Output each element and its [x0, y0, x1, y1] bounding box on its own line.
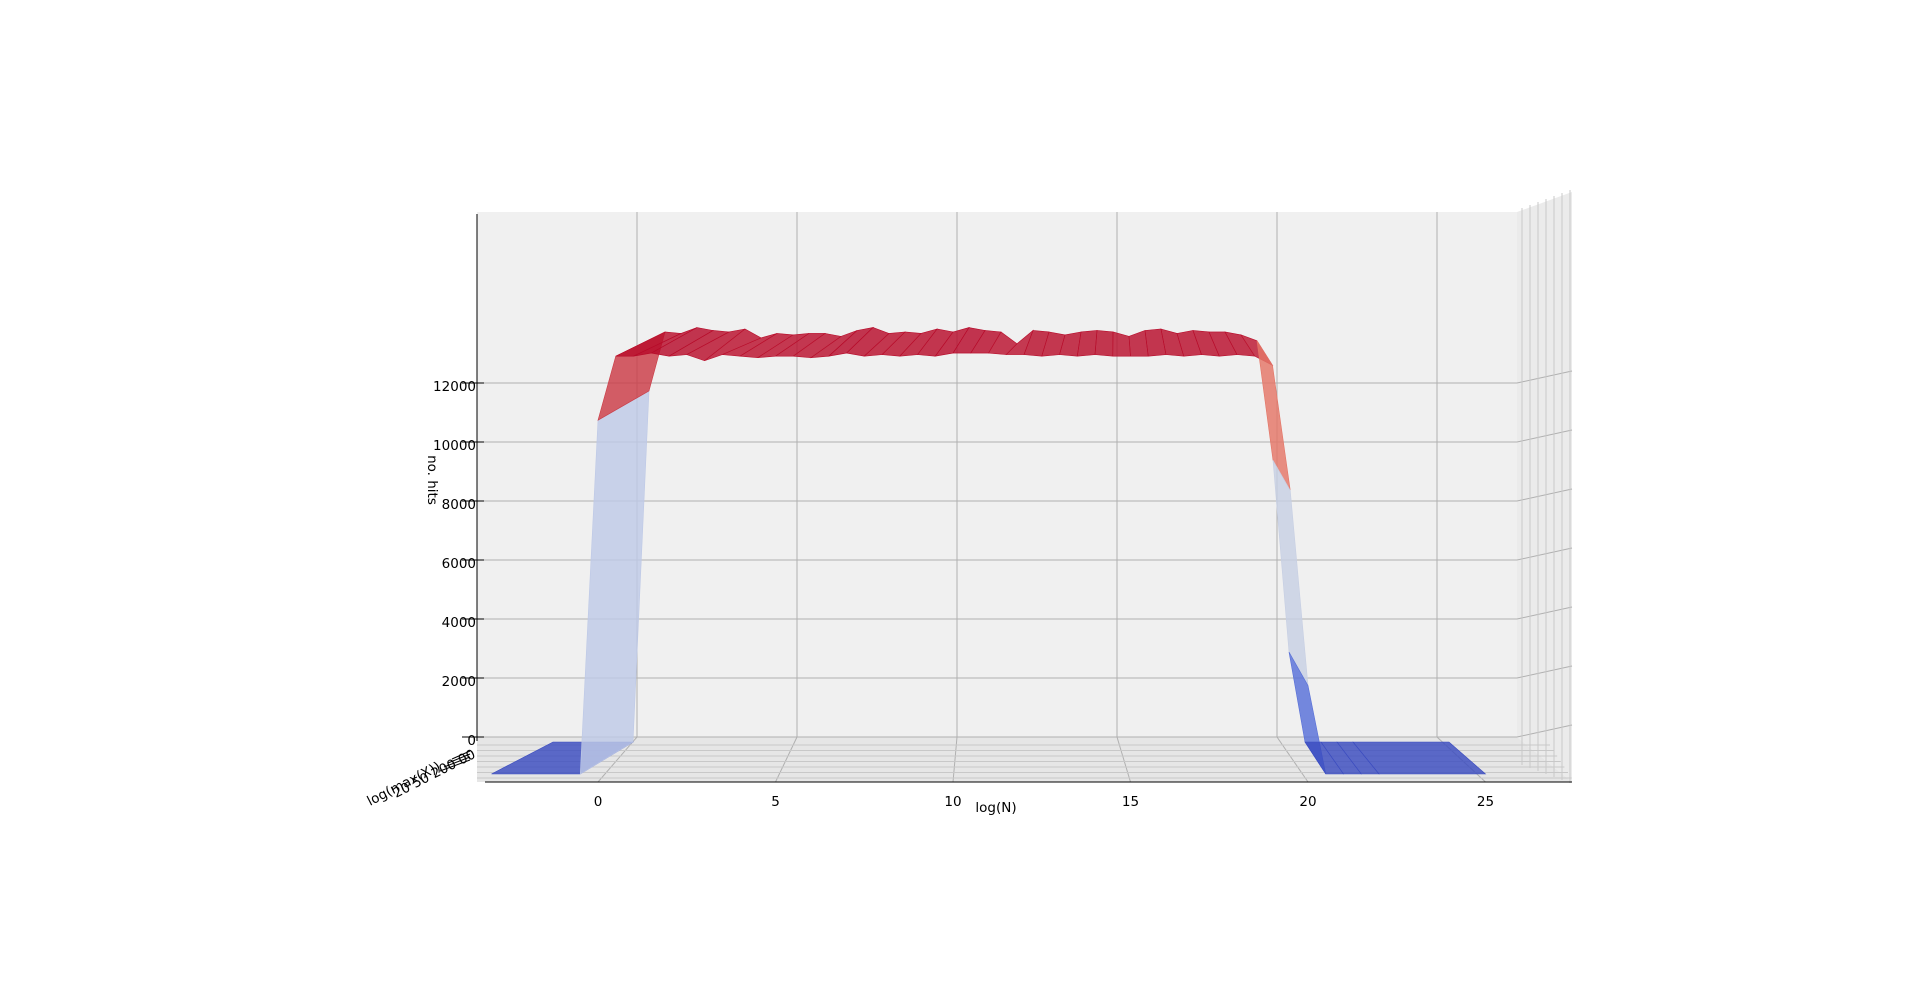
z-gridline-side [1516, 665, 1573, 679]
z-tick-label: 4000 [442, 615, 476, 631]
x-axis-ticks: 0 5 10 15 20 25 [594, 794, 1494, 810]
x-axis-title: log(N) [975, 800, 1016, 816]
floor-pane [477, 737, 1572, 782]
side-pane [1517, 192, 1572, 782]
x-tick-label: 15 [1122, 794, 1139, 810]
axes-panes [477, 192, 1572, 782]
z-gridline-side [1516, 370, 1573, 384]
surface [491, 327, 1487, 775]
y-axis-tick [443, 756, 471, 768]
axes-lines [439, 214, 1572, 783]
x-tick-label: 10 [944, 794, 961, 810]
y-axis-tick [447, 753, 471, 764]
x-tick-label: 0 [594, 794, 603, 810]
x-tick-label: 20 [1299, 794, 1316, 810]
z-tick-label: 10000 [433, 438, 476, 454]
z-tick-label: 6000 [442, 556, 476, 572]
y-axis-tick [451, 750, 471, 760]
z-tick-label: 8000 [442, 497, 476, 513]
z-tick-label: 2000 [442, 674, 476, 690]
surface-facet [1352, 741, 1487, 775]
z-gridline-side [1516, 724, 1573, 738]
z-tick-label: 12000 [433, 379, 476, 395]
x-tick-label: 5 [771, 794, 780, 810]
back-pane [477, 212, 1517, 737]
surface-facet [1094, 330, 1114, 357]
z-tick-label: 0 [467, 733, 476, 749]
z-gridline-side [1516, 429, 1573, 443]
z-gridline-side [1516, 547, 1573, 561]
z-gridline-side [1516, 488, 1573, 502]
z-gridline-side [1516, 606, 1573, 620]
z-axis-title: no. hits [424, 455, 440, 505]
z-axis-ticks: 0 2000 4000 6000 8000 10000 12000 [433, 379, 484, 749]
y-axis-tick [439, 759, 471, 772]
x-tick-label: 25 [1477, 794, 1494, 810]
y-axis-tick-labels: 20 50 200 00 [391, 746, 479, 801]
